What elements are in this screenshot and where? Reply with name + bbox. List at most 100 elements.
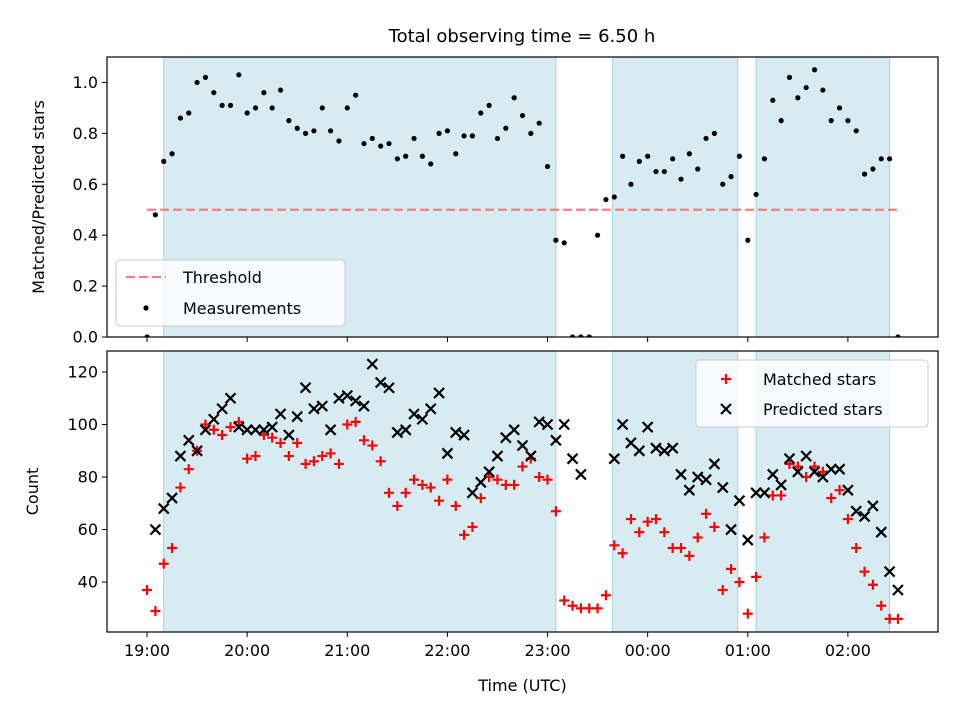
data-point bbox=[519, 112, 526, 119]
data-point bbox=[567, 600, 578, 611]
data-point bbox=[444, 128, 451, 134]
data-point bbox=[736, 153, 743, 159]
data-point bbox=[311, 128, 317, 134]
data-point bbox=[492, 474, 503, 485]
data-point bbox=[883, 565, 896, 578]
data-point bbox=[250, 451, 261, 462]
data-point bbox=[559, 595, 570, 606]
x-tick-label: 21:00 bbox=[324, 641, 370, 660]
data-point bbox=[550, 506, 561, 517]
data-point bbox=[391, 426, 404, 439]
data-point bbox=[867, 579, 878, 590]
data-point bbox=[267, 432, 278, 443]
data-point bbox=[425, 482, 436, 493]
data-point bbox=[167, 542, 178, 553]
data-point bbox=[249, 424, 262, 436]
data-point bbox=[467, 521, 478, 532]
data-point bbox=[341, 389, 354, 402]
y-tick-label: 0.2 bbox=[73, 277, 98, 296]
data-point bbox=[561, 240, 567, 246]
y-tick-label: 0.8 bbox=[73, 124, 98, 143]
data-point bbox=[616, 418, 629, 431]
data-point bbox=[716, 481, 729, 494]
data-point bbox=[399, 424, 412, 436]
data-point bbox=[217, 430, 228, 441]
data-point bbox=[224, 392, 237, 405]
data-point bbox=[586, 334, 592, 337]
legend-box bbox=[695, 359, 929, 428]
data-point bbox=[528, 130, 534, 136]
data-point bbox=[269, 105, 275, 111]
data-point bbox=[633, 445, 646, 457]
data-point bbox=[809, 461, 820, 472]
data-point bbox=[641, 421, 654, 433]
data-point bbox=[277, 87, 284, 93]
x-tick-label: 02:00 bbox=[825, 641, 871, 660]
data-point bbox=[617, 548, 628, 559]
data-point bbox=[842, 514, 853, 525]
data-point bbox=[383, 381, 395, 394]
data-point bbox=[600, 590, 611, 601]
data-point bbox=[182, 434, 195, 447]
data-point bbox=[858, 510, 871, 523]
data-point bbox=[717, 584, 728, 595]
legend-predicted-swatch bbox=[720, 403, 732, 415]
data-point bbox=[358, 400, 370, 412]
data-point bbox=[653, 168, 659, 175]
data-point bbox=[701, 508, 712, 519]
data-point bbox=[175, 482, 186, 493]
data-point bbox=[416, 413, 429, 426]
data-point bbox=[208, 413, 220, 426]
data-point bbox=[666, 442, 679, 454]
data-point bbox=[336, 138, 342, 144]
predicted-stars-series bbox=[149, 358, 904, 596]
data-point bbox=[225, 422, 236, 433]
data-point bbox=[670, 156, 676, 162]
data-point bbox=[449, 426, 462, 439]
data-point bbox=[274, 408, 287, 420]
data-point bbox=[725, 523, 737, 536]
data-point bbox=[876, 600, 887, 611]
observing-window-1 bbox=[163, 350, 557, 633]
data-point bbox=[761, 156, 768, 162]
data-point bbox=[469, 133, 476, 139]
data-point bbox=[542, 474, 553, 485]
data-point bbox=[767, 468, 779, 481]
top-panel: 0.0 0.2 0.4 0.6 0.8 1.0 Matched/Predicted star… bbox=[29, 56, 939, 347]
data-point bbox=[369, 135, 375, 142]
data-point bbox=[686, 151, 692, 157]
data-point bbox=[566, 452, 579, 465]
axes-frame bbox=[106, 56, 939, 338]
data-point bbox=[394, 156, 400, 162]
data-point bbox=[650, 442, 662, 454]
data-point bbox=[450, 500, 461, 511]
chart-title: Total observing time = 6.50 h bbox=[388, 26, 656, 47]
data-point bbox=[333, 392, 345, 405]
data-point bbox=[770, 97, 776, 103]
data-point bbox=[261, 90, 267, 96]
data-point bbox=[776, 490, 787, 501]
data-point bbox=[199, 424, 212, 436]
data-point bbox=[308, 456, 319, 467]
data-point bbox=[494, 135, 501, 142]
data-point bbox=[475, 493, 486, 504]
data-point bbox=[845, 118, 851, 124]
data-point bbox=[358, 435, 369, 446]
data-point bbox=[475, 476, 487, 489]
data-point bbox=[783, 452, 796, 465]
data-point bbox=[675, 468, 687, 481]
data-point bbox=[252, 105, 259, 111]
data-point bbox=[795, 95, 801, 101]
data-point bbox=[384, 487, 395, 498]
data-point bbox=[786, 74, 793, 80]
data-point bbox=[516, 439, 529, 452]
data-point bbox=[333, 458, 344, 469]
data-point bbox=[202, 74, 209, 80]
y-tick-label: 80 bbox=[78, 468, 98, 487]
legend-matched-swatch bbox=[721, 374, 731, 384]
data-point bbox=[227, 102, 234, 108]
data-point bbox=[753, 191, 759, 198]
y-axis-label: Count bbox=[23, 468, 42, 516]
x-tick-label: 20:00 bbox=[224, 641, 270, 660]
